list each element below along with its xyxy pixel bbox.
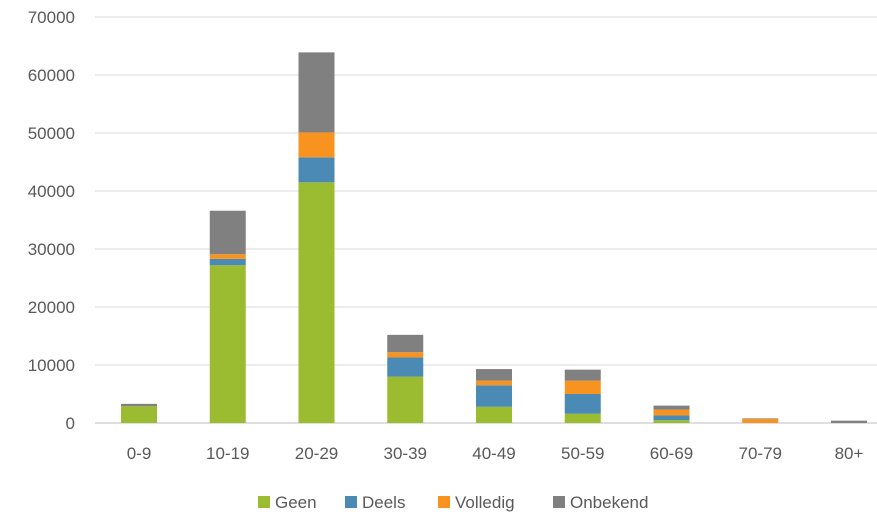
bar-segment-volledig [387,352,424,358]
x-tick-label: 40-49 [472,444,515,463]
bar-segment-onbekend [209,210,246,255]
bar-segment-volledig [209,254,246,259]
bar-segment-onbekend [742,418,779,419]
bar-segment-onbekend [298,52,335,133]
x-tick-label: 50-59 [561,444,604,463]
bar-segment-volledig [298,132,335,158]
legend-item-volledig: Volledig [438,493,515,512]
legend-item-deels: Deels [345,493,405,512]
y-axis-ticks: 0 10000 20000 30000 40000 50000 60000 70000 [28,8,75,433]
bar-segment-onbekend [831,420,867,423]
bar-segment-geen [298,182,335,423]
bar-segment-onbekend [564,369,601,381]
y-tick-label: 30000 [28,240,75,259]
bar-stack-20-29 [298,52,335,423]
bar-segment-deels [476,385,512,407]
bar-stack-10-19 [209,210,246,423]
bar-segment-onbekend [653,405,690,410]
bar-stack-30-39 [387,334,424,423]
legend-swatch [553,496,565,508]
y-tick-label: 70000 [28,8,75,27]
legend: Geen Deels Volledig Onbekend [258,493,648,512]
x-tick-label: 10-19 [206,444,249,463]
x-tick-label: 60-69 [650,444,693,463]
y-tick-label: 60000 [28,66,75,85]
y-tick-label: 50000 [28,124,75,143]
y-tick-label: 0 [66,414,75,433]
legend-label: Deels [362,493,405,512]
bar-segment-geen [121,406,157,423]
bar-segment-volledig [742,418,779,423]
bars [121,52,867,423]
bar-stack-70-79 [742,418,779,423]
x-axis-ticks: 0-9 10-19 20-29 30-39 40-49 50-59 60-69 70-79 80… [127,444,864,463]
bar-segment-geen [387,376,424,423]
bar-segment-onbekend [121,403,157,407]
bar-stack-40-49 [476,369,512,423]
bar-segment-volledig [653,409,690,416]
legend-item-geen: Geen [258,493,317,512]
bar-segment-deels [209,258,246,266]
legend-swatch [345,496,357,508]
y-tick-label: 40000 [28,182,75,201]
x-tick-label: 0-9 [127,444,152,463]
bar-segment-deels [298,157,335,183]
bar-segment-geen [653,420,690,423]
y-tick-label: 10000 [28,356,75,375]
bar-segment-onbekend [387,334,424,353]
legend-item-onbekend: Onbekend [553,493,648,512]
bar-segment-volledig [476,380,512,386]
bar-segment-deels [387,357,424,377]
x-tick-label: 80+ [835,444,864,463]
bar-stack-0-9 [121,403,157,423]
bar-segment-geen [476,406,512,423]
bar-segment-onbekend [476,369,512,381]
bar-stack-80+ [831,420,867,423]
y-tick-label: 20000 [28,298,75,317]
bar-segment-geen [564,413,601,423]
bar-segment-deels [653,415,690,421]
legend-label: Geen [275,493,317,512]
legend-swatch [438,496,450,508]
bar-stack-50-59 [564,369,601,423]
bar-segment-geen [209,265,246,423]
bar-segment-deels [564,394,601,414]
x-tick-label: 30-39 [384,444,427,463]
legend-label: Volledig [455,493,515,512]
x-tick-label: 20-29 [295,444,338,463]
bar-segment-volledig [564,380,601,394]
legend-label: Onbekend [570,493,648,512]
legend-swatch [258,496,270,508]
x-tick-label: 70-79 [739,444,782,463]
bar-stack-60-69 [653,405,690,423]
